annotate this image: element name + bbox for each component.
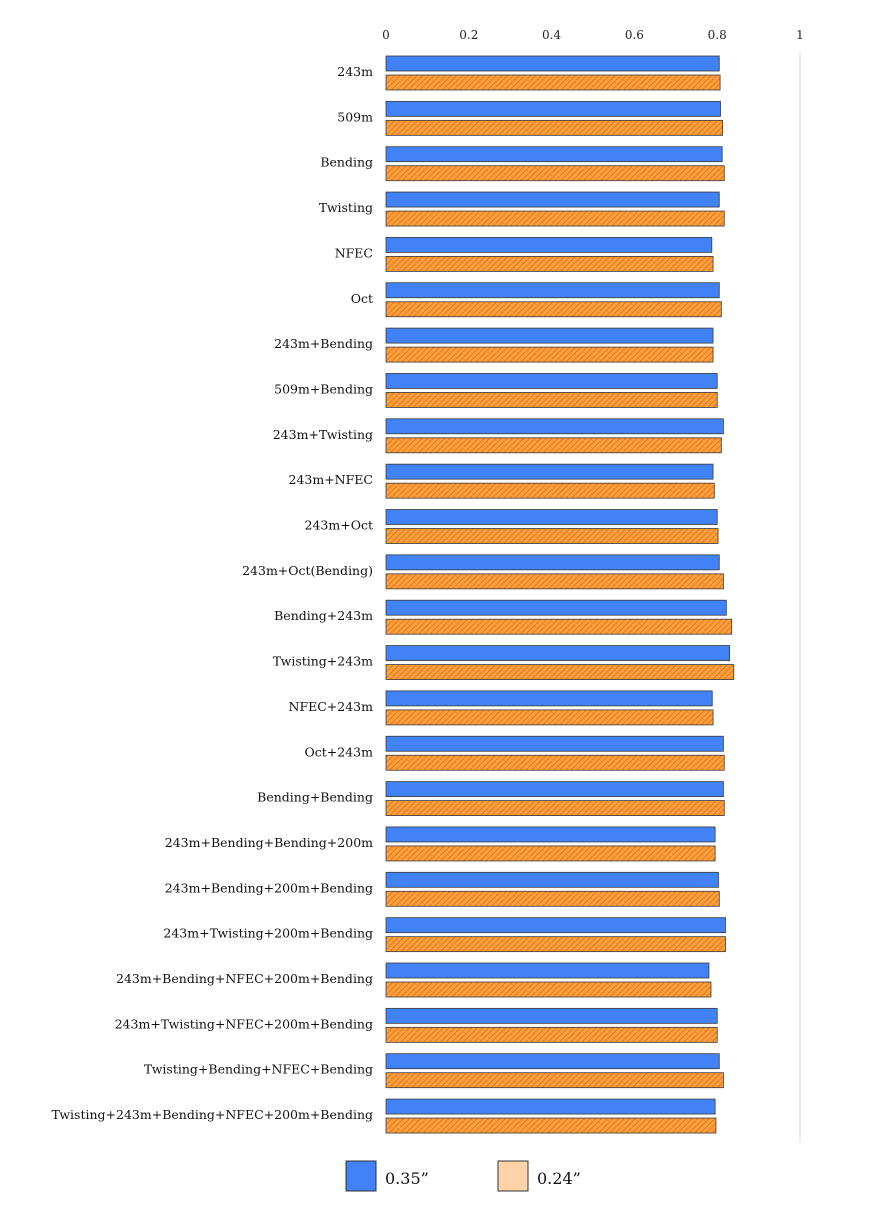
category-label: Twisting+Bending+NFEC+Bending [144, 1062, 373, 1077]
bar-series1 [385, 146, 723, 163]
category-label: 243m+Bending [274, 336, 373, 351]
bar-series1 [385, 917, 726, 934]
x-tick-label: 1 [796, 28, 804, 42]
bar-series2 [385, 1072, 724, 1089]
bar-series1 [385, 282, 720, 299]
bar-series2 [385, 119, 723, 136]
category-label: 509m+Bending [274, 381, 373, 396]
bar-series2 [385, 890, 720, 907]
category-labels: 243m 509m Bending Twisting NFEC Oct 243m+Bendi… [51, 64, 373, 1122]
bar-series1 [385, 55, 720, 72]
category-label: 243m+Twisting [273, 427, 373, 442]
x-tick-label: 0.8 [708, 28, 727, 42]
category-label: 243m+Twisting+200m+Bending [163, 926, 373, 941]
x-tick-label: 0.6 [625, 28, 644, 42]
bar-series1 [385, 463, 714, 480]
bar-series2 [385, 165, 725, 182]
category-label: 243m+Bending+200m+Bending [165, 880, 373, 895]
x-tick-label: 0 [382, 28, 390, 42]
category-label: Oct [351, 291, 373, 306]
bar-series2 [385, 437, 722, 454]
bar-series1 [385, 1007, 718, 1024]
bar-series1 [385, 100, 721, 117]
bar-series2 [385, 800, 725, 816]
category-label: Twisting [319, 200, 373, 215]
category-label: 243m+Bending+Bending+200m [165, 835, 373, 850]
bar-series1 [385, 781, 724, 797]
category-label: NFEC [335, 245, 373, 260]
legend: 0.35” 0.24” [345, 1160, 581, 1192]
bar-series1 [385, 826, 716, 843]
bar-series1 [385, 236, 713, 253]
bar-series1 [385, 554, 720, 571]
x-axis: 0 0.2 0.4 0.6 0.8 1 [382, 28, 804, 1142]
bar-series1 [385, 509, 718, 525]
category-label: 243m+Oct [305, 518, 373, 533]
bar-series1 [385, 735, 724, 752]
category-label: 243m+Bending+NFEC+200m+Bending [116, 971, 373, 986]
bar-series2 [385, 346, 714, 363]
bar-series1 [385, 1098, 716, 1115]
bar-series2 [385, 482, 715, 499]
bar-series2 [385, 528, 719, 544]
legend-label: 0.24” [537, 1169, 581, 1188]
x-tick-label: 0.2 [459, 28, 478, 42]
bar-series2 [385, 709, 714, 726]
bar-series2 [385, 754, 725, 771]
bar-series2 [385, 664, 735, 680]
legend-swatch [497, 1160, 529, 1192]
bar-series1 [385, 645, 731, 661]
bar-series2 [385, 618, 733, 635]
bar-series2 [385, 573, 724, 590]
bar-series2 [385, 255, 714, 272]
bar-series2 [385, 936, 726, 953]
bar-series1 [385, 962, 710, 979]
bars [385, 55, 735, 1134]
bar-series1 [385, 871, 719, 888]
category-label: 509m [337, 109, 373, 124]
bar-series1 [385, 327, 714, 344]
category-label: 243m+Twisting+NFEC+200m+Bending [115, 1016, 373, 1031]
bar-series2 [385, 981, 712, 998]
category-label: Twisting+243m+Bending+NFEC+200m+Bending [51, 1107, 373, 1122]
bar-series2 [385, 74, 721, 91]
bar-series1 [385, 373, 718, 389]
bar-series2 [385, 1117, 717, 1134]
bar-series2 [385, 392, 718, 408]
category-label: Twisting+243m [273, 654, 373, 669]
bar-series2 [385, 845, 716, 862]
category-label: NFEC+243m [289, 699, 374, 714]
legend-label: 0.35” [385, 1169, 429, 1188]
bar-series1 [385, 191, 720, 208]
bar-series1 [385, 690, 713, 707]
bar-series2 [385, 1026, 718, 1043]
category-label: Bending [320, 155, 373, 170]
x-tick-label: 0.4 [542, 28, 561, 42]
bar-series1 [385, 599, 727, 616]
category-label: 243m+NFEC [289, 472, 374, 487]
bar-series1 [385, 1053, 720, 1070]
bar-series2 [385, 210, 725, 227]
bar-series1 [385, 418, 724, 435]
category-label: Bending+243m [274, 608, 373, 623]
category-label: 243m [337, 64, 373, 79]
category-label: Oct+243m [305, 744, 374, 759]
category-label: 243m+Oct(Bending) [242, 563, 373, 578]
bar-series2 [385, 301, 722, 318]
category-label: Bending+Bending [257, 790, 373, 805]
legend-swatch [345, 1160, 377, 1192]
